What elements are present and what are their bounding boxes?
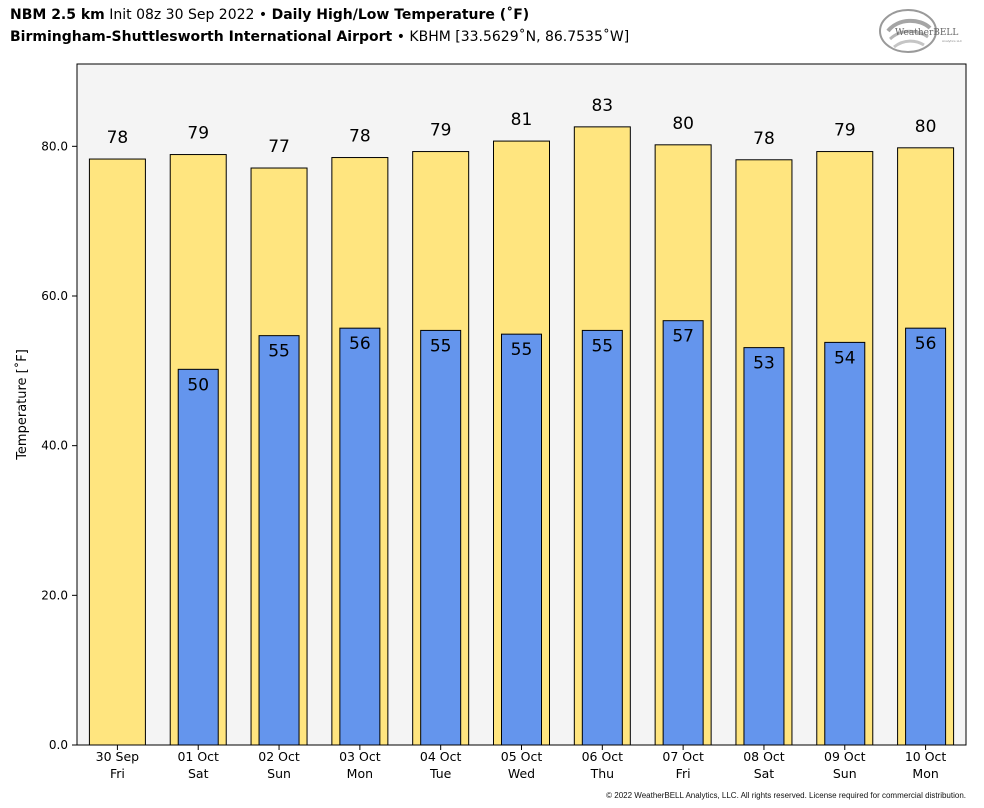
x-tick-day: Mon	[347, 766, 373, 781]
low-temp-bar	[420, 329, 462, 746]
x-tick-day: Thu	[590, 766, 614, 781]
low-temp-label: 50	[187, 375, 209, 395]
high-temp-label: 80	[915, 117, 937, 137]
logo-subtext: Analytics LLC	[942, 39, 962, 43]
logo-text: WeatherBELL	[895, 28, 958, 38]
x-tick-date: 03 Oct	[339, 749, 381, 764]
high-temp-label: 79	[834, 121, 856, 141]
high-temp-label: 80	[672, 114, 694, 134]
product-title: Daily High/Low Temperature (˚F)	[271, 7, 530, 23]
low-temp-label: 55	[430, 336, 452, 356]
low-temp-bar	[662, 320, 704, 746]
x-tick-date: 09 Oct	[824, 749, 866, 764]
station-id: KBHM [33.5629˚N, 86.7535˚W]	[409, 29, 630, 45]
low-temp-label: 55	[268, 342, 290, 362]
low-temp-bar	[905, 327, 947, 746]
high-temp-label: 79	[430, 121, 452, 141]
x-tick-date: 06 Oct	[582, 749, 624, 764]
x-tick-day: Sat	[754, 766, 775, 781]
low-temp-label: 56	[915, 334, 937, 354]
x-tick-day: Sun	[267, 766, 291, 781]
copyright-notice: © 2022 WeatherBELL Analytics, LLC. All r…	[606, 791, 966, 800]
y-tick-label: 80.0	[41, 139, 68, 153]
low-temp-bar	[743, 347, 785, 746]
separator: •	[396, 29, 405, 45]
x-tick-date: 01 Oct	[177, 749, 219, 764]
high-temp-label: 81	[511, 110, 533, 130]
bars-layer: 78 79 50 77 55 78 56 79 55 81 55 83 55 80 57 78 53 79 54 80…	[88, 96, 955, 746]
x-tick-date: 02 Oct	[258, 749, 300, 764]
x-tick-day: Sun	[833, 766, 857, 781]
x-tick-date: 10 Oct	[905, 749, 947, 764]
high-temp-label: 79	[187, 124, 209, 144]
model-name: NBM 2.5 km	[10, 7, 105, 23]
high-temp-bar	[88, 158, 146, 746]
x-tick-date: 07 Oct	[662, 749, 704, 764]
low-temp-bar	[581, 329, 623, 746]
weatherbell-logo: WeatherBELL Analytics LLC	[879, 9, 962, 53]
y-tick-label: 60.0	[41, 289, 68, 303]
x-tick-day: Sat	[188, 766, 209, 781]
x-tick-date: 08 Oct	[743, 749, 785, 764]
high-temp-label: 78	[349, 127, 371, 147]
separator: •	[258, 7, 268, 23]
x-tick-day: Tue	[429, 766, 452, 781]
y-axis-label: Temperature [˚F]	[14, 349, 30, 461]
low-temp-label: 57	[672, 327, 694, 347]
low-temp-label: 53	[753, 354, 775, 374]
low-temp-bar	[258, 335, 300, 746]
x-tick-date: 04 Oct	[420, 749, 462, 764]
x-tick-day: Fri	[676, 766, 691, 781]
low-temp-label: 55	[591, 336, 613, 356]
high-temp-label: 78	[753, 129, 775, 149]
y-tick-label: 0.0	[49, 738, 68, 752]
x-tick-date: 05 Oct	[501, 749, 543, 764]
high-temp-label: 78	[107, 128, 129, 148]
init-time: Init 08z 30 Sep 2022	[109, 7, 255, 23]
x-tick-day: Wed	[508, 766, 535, 781]
low-temp-bar	[824, 341, 866, 746]
chart-header: NBM 2.5 km Init 08z 30 Sep 2022 • Daily …	[10, 4, 629, 48]
x-tick-day: Fri	[110, 766, 125, 781]
low-temp-label: 56	[349, 334, 371, 354]
y-tick-label: 40.0	[41, 439, 68, 453]
header-line-2: Birmingham-Shuttlesworth International A…	[10, 26, 629, 48]
high-temp-label: 77	[268, 137, 290, 157]
low-temp-bar	[339, 327, 381, 746]
x-tick-date: 30 Sep	[96, 749, 140, 764]
low-temp-label: 54	[834, 348, 856, 368]
high-temp-label: 83	[591, 96, 613, 116]
low-temp-bar	[177, 368, 219, 746]
low-temp-label: 55	[511, 340, 533, 360]
x-tick-day: Mon	[912, 766, 938, 781]
header-line-1: NBM 2.5 km Init 08z 30 Sep 2022 • Daily …	[10, 4, 629, 26]
station-name: Birmingham-Shuttlesworth International A…	[10, 29, 393, 45]
low-temp-bar	[501, 333, 542, 746]
y-tick-label: 20.0	[41, 588, 68, 602]
